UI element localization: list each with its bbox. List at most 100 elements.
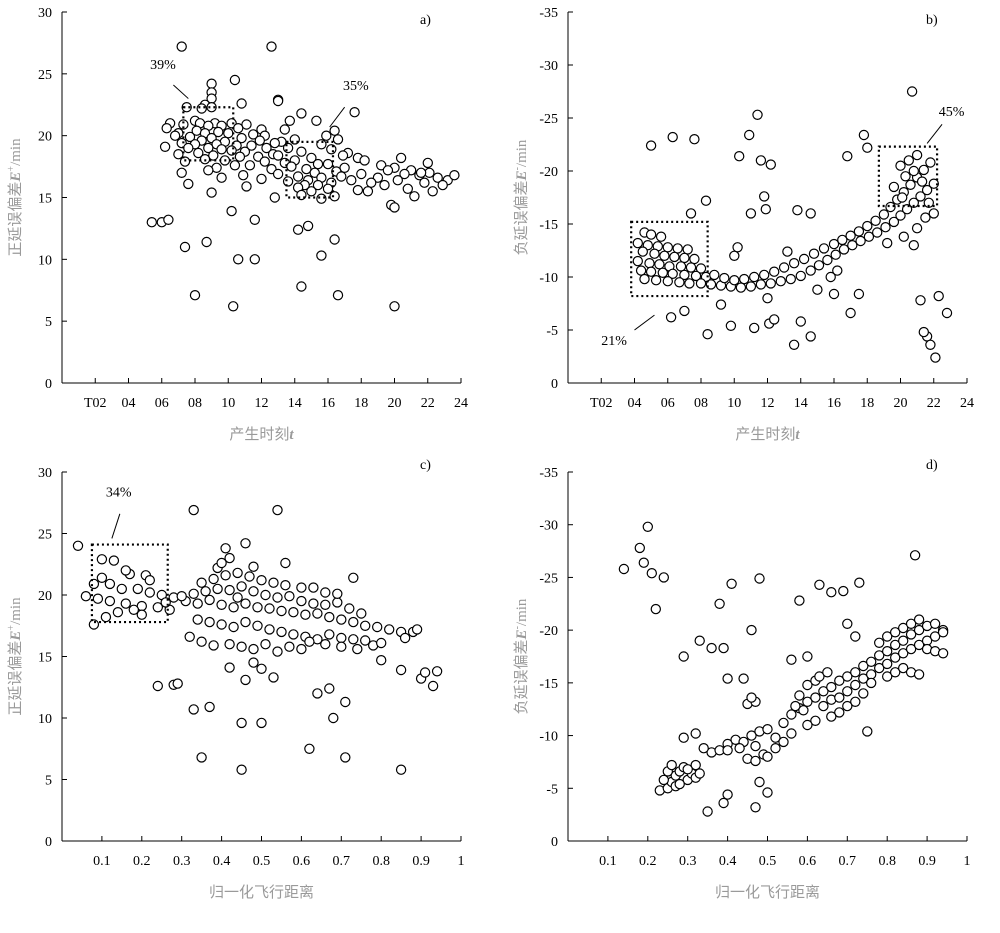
- scatter-point: [399, 632, 411, 644]
- scatter-point: [340, 752, 351, 763]
- scatter-point: [320, 587, 331, 598]
- scatter-point: [632, 237, 644, 249]
- scatter-point: [72, 540, 84, 552]
- scatter-point: [292, 224, 304, 235]
- scatter-point: [246, 140, 257, 151]
- scatter-point: [296, 146, 307, 157]
- scatter-point: [173, 148, 184, 160]
- scatter-point: [316, 250, 327, 261]
- scatter-point: [272, 592, 283, 603]
- scatter-point: [427, 186, 438, 197]
- scatter-point: [241, 119, 252, 130]
- scatter-point: [249, 214, 260, 225]
- scatter-point: [247, 129, 259, 140]
- x-tick-label: 22: [927, 396, 941, 411]
- scatter-point: [449, 169, 460, 181]
- scatter-point: [858, 673, 869, 684]
- y-axis-label-superscript: +: [6, 166, 17, 172]
- scatter-point: [301, 163, 312, 175]
- scatter-point: [729, 250, 740, 261]
- scatter-point: [810, 715, 821, 727]
- scatter-point: [905, 618, 917, 630]
- scatter-point: [284, 115, 295, 127]
- y-tick-label: -30: [539, 519, 558, 534]
- scatter-point: [665, 312, 677, 323]
- scatter-point: [858, 660, 869, 672]
- scatter-point: [411, 624, 423, 635]
- panel-label: b): [926, 13, 938, 28]
- scatter-point: [379, 179, 390, 191]
- scatter-point: [709, 269, 720, 281]
- scatter-point: [850, 696, 861, 708]
- x-tick-label: 1: [964, 854, 971, 869]
- x-tick-label: 24: [454, 396, 468, 411]
- y-axis-label-unit: /min: [8, 138, 24, 166]
- scatter-point: [667, 131, 678, 143]
- scatter-point: [226, 205, 237, 217]
- scatter-point: [645, 266, 657, 277]
- scatter-point: [312, 688, 323, 699]
- scatter-point: [181, 101, 192, 113]
- scatter-point: [228, 621, 239, 633]
- y-axis-label: 负延误偏差E-/min: [512, 139, 530, 255]
- scatter-point: [296, 281, 307, 292]
- scatter-point: [322, 183, 334, 194]
- scatter-point: [104, 595, 116, 607]
- scatter-point: [798, 253, 810, 265]
- scatter-point: [188, 704, 199, 715]
- scatter-point: [882, 671, 893, 682]
- x-tick-label: 0.3: [679, 854, 697, 869]
- panel-label: d): [926, 458, 938, 473]
- scatter-point: [312, 158, 324, 170]
- scatter-point: [850, 679, 861, 691]
- scatter-point: [92, 593, 104, 604]
- scatter-point: [196, 103, 207, 114]
- scatter-point: [346, 174, 357, 186]
- scatter-point: [637, 246, 649, 257]
- scatter-point: [662, 242, 674, 253]
- y-tick-label: -5: [546, 324, 558, 339]
- scatter-point: [352, 184, 364, 196]
- scatter-point: [236, 717, 247, 729]
- scatter-point: [726, 578, 737, 590]
- scatter-point: [882, 658, 893, 670]
- scatter-point: [192, 598, 203, 609]
- scatter-point: [332, 290, 344, 301]
- annotation-label: 39%: [150, 58, 176, 73]
- scatter-point: [911, 222, 923, 234]
- scatter-point: [739, 273, 750, 285]
- scatter-point: [718, 797, 729, 809]
- scatter-point: [818, 686, 829, 697]
- scatter-point: [655, 231, 667, 242]
- scatter-point: [645, 229, 657, 240]
- scatter-point: [928, 178, 940, 189]
- scatter-point: [236, 98, 247, 109]
- scatter-point: [674, 778, 685, 790]
- scatter-point: [814, 579, 825, 591]
- scatter-point: [933, 290, 944, 302]
- x-tick-label: 24: [960, 396, 974, 411]
- scatter-point: [144, 575, 155, 586]
- scatter-point: [224, 584, 235, 596]
- scatter-point: [336, 171, 347, 182]
- y-tick-label: 5: [45, 774, 52, 789]
- scatter-point: [923, 197, 935, 208]
- scatter-point: [826, 587, 837, 598]
- scatter-point: [890, 667, 901, 678]
- scatter-point: [349, 106, 360, 118]
- scatter-point: [658, 774, 670, 786]
- scatter-point: [882, 646, 893, 657]
- scatter-point: [256, 575, 267, 586]
- scatter-point: [842, 686, 853, 697]
- x-tick-label: 12: [761, 396, 775, 411]
- scatter-point: [213, 126, 224, 138]
- scatter-point: [682, 764, 693, 775]
- scatter-point: [316, 139, 327, 150]
- scatter-point: [759, 269, 770, 281]
- scatter-point: [326, 144, 337, 155]
- y-axis-label-unit: /min: [514, 598, 530, 626]
- scatter-point: [208, 640, 219, 651]
- scatter-point: [206, 187, 217, 198]
- y-tick-label: -30: [539, 59, 558, 74]
- y-tick-label: -35: [539, 6, 558, 21]
